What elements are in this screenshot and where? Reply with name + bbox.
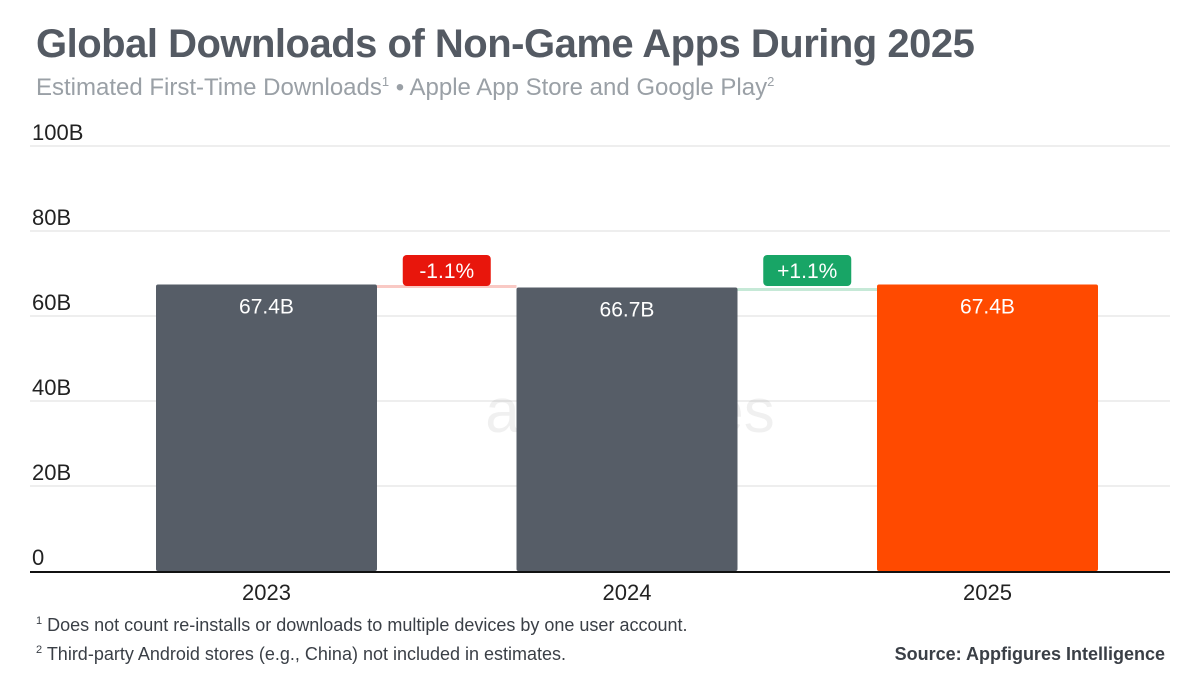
- subtitle-part1: Estimated First-Time Downloads: [36, 74, 382, 101]
- footnote-mark: 2: [36, 644, 43, 656]
- bar-2023: [156, 284, 377, 571]
- x-tick-label: 2025: [963, 580, 1012, 605]
- y-tick-label: 40B: [32, 375, 71, 400]
- change-badge: [402, 255, 491, 286]
- bar-2025: [877, 284, 1098, 571]
- y-tick-label: 60B: [32, 290, 71, 315]
- y-tick-label: 80B: [32, 205, 71, 230]
- subtitle-sup1: 1: [381, 74, 390, 89]
- bar-2024: [516, 287, 738, 571]
- data-label: 67.4B: [239, 296, 294, 319]
- footnote-text: Does not count re-installs or downloads …: [47, 615, 688, 635]
- subtitle-sup2: 2: [767, 74, 775, 89]
- change-badge: [763, 255, 852, 286]
- footnote-text: Third-party Android stores (e.g., China)…: [46, 644, 567, 664]
- chart-title: Global Downloads of Non-Game Apps During…: [36, 22, 975, 66]
- data-label: 66.7B: [600, 299, 655, 322]
- y-tick-label: 20B: [32, 460, 71, 485]
- change-label: +1.1%: [777, 260, 837, 283]
- y-tick-label: 0: [32, 545, 44, 570]
- subtitle-part2: • Apple App Store and Google Play: [389, 74, 768, 101]
- y-tick-label: 100B: [32, 120, 83, 145]
- source-label: Source: Appfigures Intelligence: [894, 644, 1165, 664]
- change-label: -1.1%: [419, 260, 474, 283]
- x-tick-label: 2023: [242, 580, 291, 605]
- footnote-1: 1 Does not count re-installs or download…: [36, 615, 688, 636]
- data-label: 67.4B: [960, 296, 1015, 319]
- x-tick-label: 2024: [603, 580, 652, 605]
- footnote-2: 2 Third-party Android stores (e.g., Chin…: [36, 644, 566, 665]
- chart-subtitle: Estimated First-Time Downloads1 • Apple …: [36, 74, 774, 102]
- footnote-mark: 1: [36, 615, 43, 627]
